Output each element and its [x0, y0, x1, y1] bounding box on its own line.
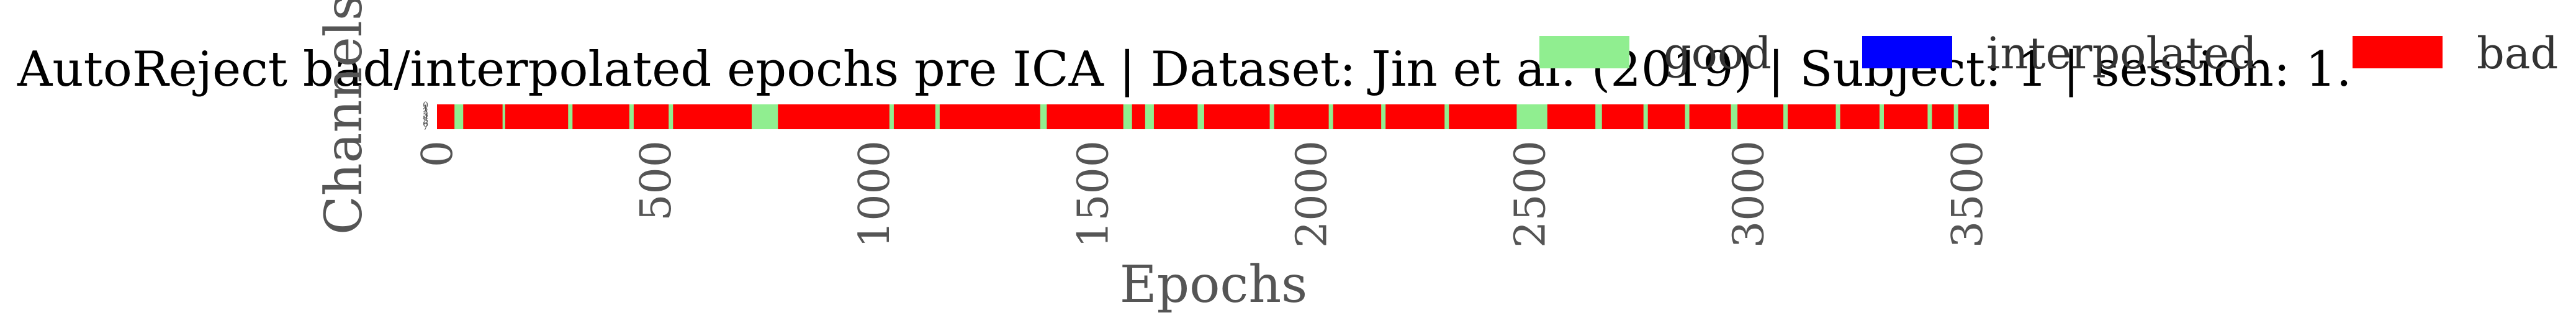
good-epoch-cell	[1444, 104, 1449, 129]
x-axis-label: Epochs	[1120, 255, 1308, 314]
good-epoch-cell	[1516, 104, 1547, 129]
good-epoch-cell	[1879, 104, 1884, 129]
good-epoch-cell	[629, 104, 634, 129]
good-epoch-cell	[1595, 104, 1602, 129]
good-epoch-cell	[502, 104, 505, 129]
good-epoch-cell	[1145, 104, 1154, 129]
x-tick-label: 2500	[1506, 140, 1556, 248]
good-epoch-cell	[1835, 104, 1840, 129]
chart-title: AutoReject bad/interpolated epochs pre I…	[17, 42, 2352, 98]
x-tick-label: 1000	[850, 140, 899, 248]
good-epoch-cell	[889, 104, 894, 129]
x-tick-label: 500	[632, 140, 681, 221]
good-epoch-cell	[1123, 104, 1132, 129]
channel-tick-label: 0	[423, 101, 428, 111]
legend-swatch-bad	[2353, 36, 2443, 68]
x-tick-label: 0	[413, 140, 462, 167]
heatmap	[437, 104, 1989, 129]
heatmap-background-bad	[437, 104, 1989, 129]
good-epoch-cell	[1685, 104, 1690, 129]
x-tick-label: 3000	[1725, 140, 1774, 248]
good-epoch-cell	[669, 104, 673, 129]
good-epoch-cell	[1328, 104, 1333, 129]
heatmap-cells	[454, 104, 1958, 129]
good-epoch-cell	[1197, 104, 1204, 129]
channel-tick-label: 5	[423, 116, 428, 126]
good-epoch-cell	[454, 104, 464, 129]
legend-swatch-interpolated	[1862, 36, 1952, 68]
legend: good interpolated bad	[1539, 28, 2558, 79]
good-epoch-cell	[1927, 104, 1932, 129]
good-epoch-cell	[1040, 104, 1047, 129]
good-epoch-cell	[1783, 104, 1788, 129]
channel-tick-label: 1	[423, 104, 428, 114]
good-epoch-cell	[1953, 104, 1958, 129]
channel-tick-label: 6	[423, 119, 428, 129]
good-epoch-cell	[752, 104, 778, 129]
x-tick-label: 1500	[1069, 140, 1118, 248]
good-epoch-cell	[1381, 104, 1386, 129]
legend-label-interpolated: interpolated	[1986, 28, 2257, 79]
legend-label-bad: bad	[2477, 28, 2558, 79]
channel-tick-label: 4	[423, 113, 428, 123]
good-epoch-cell	[1643, 104, 1648, 129]
good-epoch-cell	[1269, 104, 1274, 129]
good-epoch-cell	[935, 104, 940, 129]
channel-tick-label: 3	[423, 110, 428, 120]
x-axis-ticks: 0 500 1000 1500 2000 2500 3000 3500	[413, 140, 1993, 248]
good-epoch-cell	[1731, 104, 1738, 129]
legend-swatch-good	[1539, 36, 1629, 68]
good-epoch-cell	[568, 104, 573, 129]
channel-tick-label: 2	[423, 107, 428, 117]
y-axis-label: Channels	[315, 0, 374, 235]
x-tick-label: 2000	[1287, 140, 1336, 248]
channel-tick-label: 7	[423, 122, 428, 132]
legend-label-good: good	[1664, 28, 1772, 79]
x-tick-label: 3500	[1943, 140, 1993, 248]
